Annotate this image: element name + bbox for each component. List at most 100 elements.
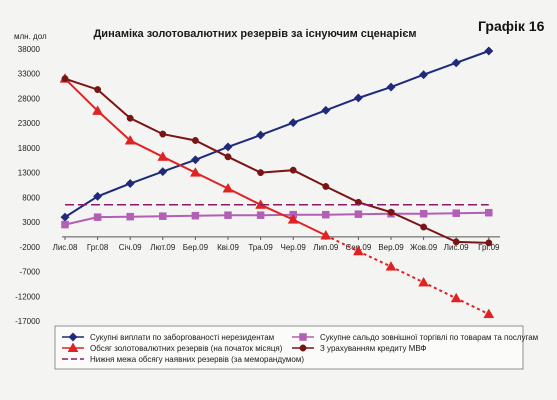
data-point — [452, 238, 460, 246]
y-tick-label: 23000 — [18, 119, 41, 128]
data-point — [353, 93, 363, 103]
y-tick-label: 18000 — [18, 144, 41, 153]
y-tick-label: 28000 — [18, 94, 41, 103]
data-point — [126, 212, 134, 221]
series-line-dashed — [325, 234, 490, 315]
data-point — [451, 58, 461, 68]
y-tick-label: 33000 — [18, 70, 41, 79]
series-1 — [60, 46, 494, 222]
data-point — [386, 82, 396, 92]
legend-item: Обсяг золотовалютних резервів (на почато… — [62, 342, 283, 353]
x-tick-label: Бер.09 — [183, 243, 209, 252]
x-tick-label: Тра.09 — [248, 243, 273, 252]
data-point — [352, 245, 364, 256]
series-line — [64, 77, 489, 244]
series-line — [64, 211, 489, 226]
data-point — [191, 211, 200, 220]
legend-swatch-marker — [67, 342, 79, 352]
data-point — [94, 86, 102, 94]
chart-badge: Графік 16 — [478, 18, 545, 34]
series-line — [64, 50, 490, 218]
data-point — [289, 166, 297, 174]
legend-label: Нижня межа обсягу наявних резервів (за м… — [90, 355, 304, 364]
data-point — [287, 214, 299, 224]
x-tick-label: Січ.09 — [119, 243, 142, 252]
data-point — [224, 153, 232, 161]
y-tick-label: 3000 — [22, 218, 40, 227]
data-point — [126, 114, 134, 122]
data-point — [354, 210, 363, 218]
data-point — [61, 220, 69, 229]
data-point — [322, 210, 330, 219]
legend-label: З урахуванням кредиту МВФ — [320, 344, 427, 353]
x-tick-label: Кві.09 — [217, 243, 239, 252]
data-point — [224, 211, 232, 219]
data-point — [93, 213, 102, 221]
data-point — [157, 151, 169, 161]
data-point — [256, 211, 265, 219]
y-tick-label: 13000 — [18, 169, 41, 178]
data-point — [189, 167, 201, 177]
y-axis-label: млн. дол — [14, 32, 47, 41]
data-point — [320, 229, 332, 240]
data-point — [321, 105, 331, 115]
data-point — [92, 105, 104, 115]
x-tick-label: Грг.09 — [478, 243, 500, 252]
data-point — [483, 308, 495, 319]
y-tick-label: -7000 — [20, 268, 41, 277]
data-point — [124, 134, 136, 145]
data-point — [484, 46, 494, 56]
data-point — [93, 191, 103, 201]
y-tick-label: -2000 — [20, 243, 41, 252]
data-point — [322, 183, 330, 190]
y-axis: -17000 -12000 -7000 -2000 3000 8000 13000 18000… — [15, 45, 40, 326]
legend-swatch-marker — [299, 344, 307, 352]
data-point — [158, 167, 168, 177]
x-tick-label: Лют.09 — [150, 243, 176, 252]
data-point — [223, 142, 233, 152]
legend-swatch-marker — [299, 333, 307, 341]
y-tick-label: 8000 — [22, 193, 40, 202]
data-point — [159, 212, 167, 220]
y-tick-label: -17000 — [15, 317, 40, 326]
data-point — [419, 70, 429, 80]
legend-item: Нижня межа обсягу наявних резервів (за м… — [62, 355, 304, 364]
legend-label: Сукупні виплати по заборгованості нерези… — [90, 333, 274, 342]
data-point — [190, 155, 200, 165]
x-tick-label: Жов.09 — [410, 243, 438, 252]
data-point — [288, 118, 298, 128]
data-point — [450, 292, 462, 303]
legend-swatch-marker — [68, 332, 78, 342]
data-point — [256, 130, 266, 140]
legend-item: Сукупні виплати по заборгованості нерези… — [62, 332, 274, 342]
data-point — [420, 223, 428, 231]
data-point — [385, 261, 397, 271]
data-point — [159, 130, 167, 138]
x-tick-label: Лис.08 — [53, 243, 78, 252]
chart-title: Динаміка золотовалютних резервів за існу… — [93, 28, 416, 40]
data-point — [387, 208, 395, 216]
data-point — [257, 169, 265, 177]
data-point — [125, 178, 135, 189]
x-tick-label: Лис.09 — [444, 243, 469, 252]
legend-item: Сукупне сальдо зовнішної торгівлі по тов… — [292, 333, 538, 342]
data-point — [418, 276, 430, 287]
legend-label: Сукупне сальдо зовнішної торгівлі по тов… — [320, 333, 538, 342]
y-tick-label: -12000 — [15, 292, 40, 301]
legend-item: З урахуванням кредиту МВФ — [292, 344, 427, 353]
legend-label: Обсяг золотовалютних резервів (на почато… — [90, 344, 283, 353]
legend-box — [54, 325, 524, 370]
y-tick-label: 38000 — [18, 45, 41, 54]
legend: Сукупні виплати по заборгованості нерези… — [54, 325, 538, 370]
data-point — [61, 75, 69, 83]
data-point — [485, 208, 493, 217]
x-axis: Лис.08 Грг.08 Січ.09 Лют.09 Бер.09 Кві.09 Тра.… — [53, 236, 500, 252]
series-4 — [61, 75, 493, 247]
series-layer — [59, 46, 495, 319]
x-tick-label: Лип.09 — [313, 243, 339, 252]
data-point — [222, 182, 234, 193]
x-tick-label: Грг.08 — [87, 243, 109, 252]
series-3 — [59, 73, 495, 319]
